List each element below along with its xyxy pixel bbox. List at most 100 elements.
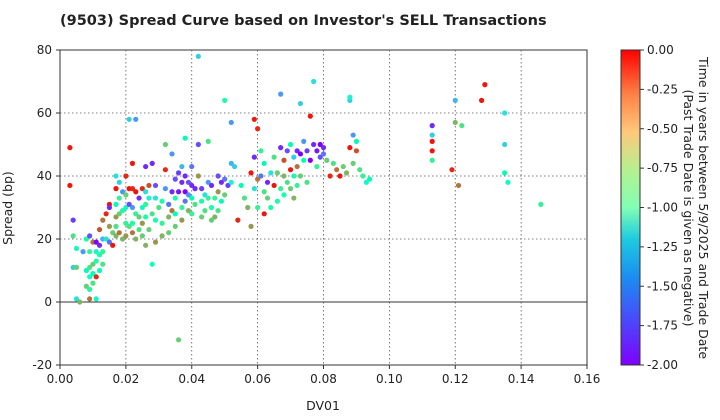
data-point [113, 186, 119, 192]
data-point [123, 204, 129, 211]
data-point [455, 182, 462, 189]
data-point [143, 189, 149, 195]
data-point [152, 182, 159, 189]
data-point [96, 242, 103, 248]
data-point [110, 230, 116, 236]
data-point [152, 239, 159, 245]
data-point [87, 286, 93, 292]
data-point [317, 154, 323, 160]
colorbar-tick-label: -0.25 [647, 82, 678, 96]
data-point [294, 182, 300, 189]
data-point [307, 113, 313, 119]
x-tick-label: 0.14 [508, 372, 535, 386]
data-point [205, 195, 211, 201]
data-point [248, 223, 254, 229]
data-point [304, 148, 310, 154]
data-point [212, 195, 218, 201]
data-point [113, 233, 119, 239]
data-point [258, 148, 264, 154]
data-point [255, 204, 261, 211]
data-point [175, 189, 182, 195]
data-point [278, 91, 284, 97]
data-point [103, 211, 109, 217]
colorbar-ticks: 0.00 -0.25 -0.50 -0.75 -1.00 -1.25 -1.50 -1.75 -… [640, 43, 678, 372]
data-point [80, 249, 86, 255]
colorbar-label-line-2: (Past Trade Date is given as negative) [681, 90, 696, 327]
data-point [152, 195, 159, 201]
data-point [93, 249, 99, 255]
data-point [169, 151, 175, 157]
plot-area: 0.00 0.02 0.04 0.06 0.08 0.10 0.12 0.14 0.16 -20… [32, 43, 600, 386]
data-point [182, 189, 188, 195]
data-point [175, 170, 182, 176]
data-point [67, 145, 73, 151]
data-point [320, 145, 327, 151]
data-point [255, 126, 261, 132]
data-point [162, 141, 168, 148]
data-points [67, 53, 544, 343]
data-point [123, 192, 129, 198]
data-point [343, 170, 350, 176]
data-point [185, 192, 192, 198]
data-point [129, 220, 136, 226]
data-point [126, 223, 132, 229]
data-point [215, 189, 221, 195]
data-point [208, 217, 215, 223]
y-tick-label: 40 [37, 169, 52, 183]
data-point [93, 239, 99, 245]
data-point [179, 163, 185, 170]
data-point [320, 151, 327, 157]
data-point [264, 195, 271, 201]
data-point [294, 163, 300, 170]
data-point [271, 154, 277, 160]
data-point [175, 337, 182, 343]
data-point [133, 211, 139, 217]
data-point [291, 173, 297, 179]
data-point [264, 179, 271, 185]
data-point [136, 195, 142, 201]
x-tick-label: 0.00 [47, 372, 74, 386]
data-point [123, 233, 129, 239]
data-point [350, 160, 356, 166]
data-point [248, 170, 254, 176]
data-point [90, 280, 96, 286]
data-point [113, 173, 119, 179]
data-point [301, 138, 307, 144]
data-point [261, 189, 267, 195]
data-point [100, 217, 106, 223]
data-point [330, 160, 336, 166]
colorbar-tick-label: -1.00 [647, 201, 678, 215]
data-point [304, 179, 310, 185]
data-point [162, 186, 168, 192]
data-point [482, 82, 488, 88]
colorbar-tick-label: -0.50 [647, 122, 678, 136]
x-tick-label: 0.16 [574, 372, 601, 386]
data-point [199, 214, 205, 220]
data-point [96, 226, 103, 233]
data-point [116, 230, 122, 236]
data-point [119, 236, 126, 242]
data-point [189, 182, 195, 189]
x-tick-label: 0.04 [178, 372, 205, 386]
data-point [452, 97, 458, 103]
data-point [202, 192, 208, 198]
data-point [169, 208, 175, 214]
data-point [113, 214, 119, 220]
data-point [222, 97, 228, 103]
data-point [106, 239, 113, 245]
data-point [185, 179, 192, 185]
data-point [199, 198, 205, 204]
data-point [245, 204, 251, 211]
data-point [334, 167, 340, 173]
data-point [136, 226, 142, 233]
chart-title: (9503) Spread Curve based on Investor's … [60, 13, 547, 29]
data-point [199, 186, 205, 192]
y-tick-label: 20 [37, 232, 52, 246]
data-point [215, 208, 221, 214]
data-point [189, 163, 195, 170]
data-point [162, 167, 168, 173]
data-point [337, 173, 343, 179]
x-axis-label: DV01 [306, 398, 340, 413]
x-tick-label: 0.02 [113, 372, 140, 386]
y-axis-ticks: -20 0 20 40 60 80 [32, 43, 60, 372]
